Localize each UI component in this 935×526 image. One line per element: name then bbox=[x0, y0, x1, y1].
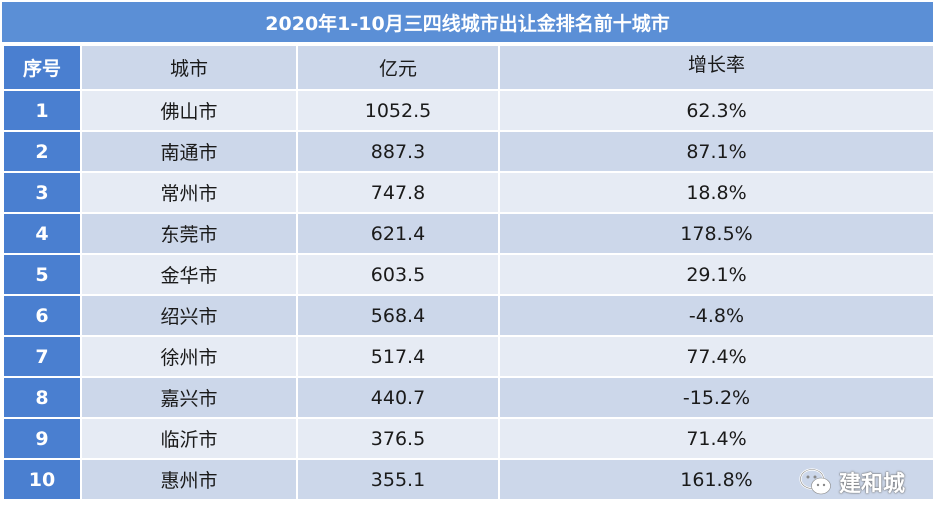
amount-cell: 603.5 bbox=[298, 255, 498, 294]
table-row: 9 临沂市 376.5 71.4% bbox=[4, 419, 933, 458]
ranking-table: 序号 城市 亿元 增长率 1 佛山市 1052.5 62.3% 2 南通市 887.3 87.… bbox=[2, 44, 935, 501]
amount-cell: 517.4 bbox=[298, 337, 498, 376]
city-cell: 临沂市 bbox=[82, 419, 296, 458]
growth-cell: 161.8% bbox=[500, 460, 933, 499]
city-cell: 佛山市 bbox=[82, 91, 296, 130]
amount-cell: 621.4 bbox=[298, 214, 498, 253]
header-rank: 序号 bbox=[4, 46, 80, 89]
growth-cell: 29.1% bbox=[500, 255, 933, 294]
city-cell: 南通市 bbox=[82, 132, 296, 171]
table-row: 7 徐州市 517.4 77.4% bbox=[4, 337, 933, 376]
growth-cell: 87.1% bbox=[500, 132, 933, 171]
table-row: 5 金华市 603.5 29.1% bbox=[4, 255, 933, 294]
city-cell: 惠州市 bbox=[82, 460, 296, 499]
amount-cell: 376.5 bbox=[298, 419, 498, 458]
table-row: 1 佛山市 1052.5 62.3% bbox=[4, 91, 933, 130]
amount-cell: 747.8 bbox=[298, 173, 498, 212]
table-row: 8 嘉兴市 440.7 -15.2% bbox=[4, 378, 933, 417]
growth-cell: 62.3% bbox=[500, 91, 933, 130]
header-city: 城市 bbox=[82, 46, 296, 89]
growth-cell: 77.4% bbox=[500, 337, 933, 376]
rank-cell: 6 bbox=[4, 296, 80, 335]
watermark-text: 建和城 bbox=[838, 472, 905, 497]
watermark: 建和城 bbox=[799, 466, 905, 498]
rank-cell: 1 bbox=[4, 91, 80, 130]
city-cell: 金华市 bbox=[82, 255, 296, 294]
city-cell: 常州市 bbox=[82, 173, 296, 212]
table-header-row: 序号 城市 亿元 增长率 bbox=[4, 46, 933, 89]
table-row: 6 绍兴市 568.4 -4.8% bbox=[4, 296, 933, 335]
rank-cell: 8 bbox=[4, 378, 80, 417]
rank-cell: 10 bbox=[4, 460, 80, 499]
growth-cell: 178.5% bbox=[500, 214, 933, 253]
city-cell: 徐州市 bbox=[82, 337, 296, 376]
table-row: 4 东莞市 621.4 178.5% bbox=[4, 214, 933, 253]
rank-cell: 3 bbox=[4, 173, 80, 212]
table-body: 1 佛山市 1052.5 62.3% 2 南通市 887.3 87.1% 3 常州市 747.8 18… bbox=[4, 91, 933, 499]
growth-cell: 18.8% bbox=[500, 173, 933, 212]
rank-cell: 4 bbox=[4, 214, 80, 253]
table-row: 10 惠州市 355.1 161.8% bbox=[4, 460, 933, 499]
growth-cell: -15.2% bbox=[500, 378, 933, 417]
amount-cell: 1052.5 bbox=[298, 91, 498, 130]
growth-cell: 71.4% bbox=[500, 419, 933, 458]
rank-cell: 9 bbox=[4, 419, 80, 458]
table-row: 3 常州市 747.8 18.8% bbox=[4, 173, 933, 212]
table-row: 2 南通市 887.3 87.1% bbox=[4, 132, 933, 171]
amount-cell: 355.1 bbox=[298, 460, 498, 499]
rank-cell: 2 bbox=[4, 132, 80, 171]
rank-cell: 7 bbox=[4, 337, 80, 376]
header-amount: 亿元 bbox=[298, 46, 498, 89]
rank-cell: 5 bbox=[4, 255, 80, 294]
amount-cell: 887.3 bbox=[298, 132, 498, 171]
wechat-icon bbox=[799, 468, 831, 495]
table-title: 2020年1-10月三四线城市出让金排名前十城市 bbox=[2, 2, 933, 42]
city-cell: 绍兴市 bbox=[82, 296, 296, 335]
growth-cell: -4.8% bbox=[500, 296, 933, 335]
header-growth: 增长率 bbox=[500, 46, 933, 89]
city-cell: 嘉兴市 bbox=[82, 378, 296, 417]
amount-cell: 440.7 bbox=[298, 378, 498, 417]
city-cell: 东莞市 bbox=[82, 214, 296, 253]
amount-cell: 568.4 bbox=[298, 296, 498, 335]
